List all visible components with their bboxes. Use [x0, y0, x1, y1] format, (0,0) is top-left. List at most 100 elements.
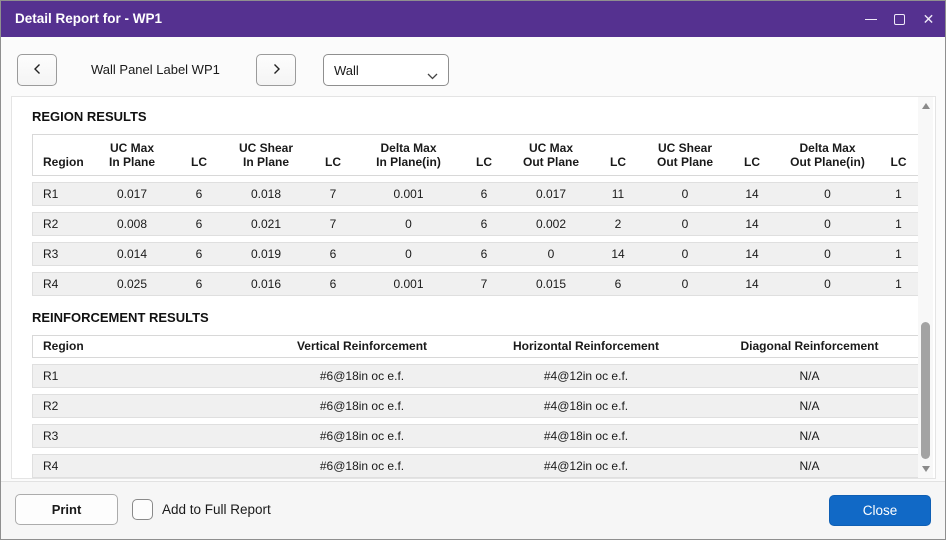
cell: 7: [457, 272, 511, 296]
cell: 0.019: [226, 242, 306, 266]
print-button[interactable]: Print: [15, 494, 118, 525]
table-row: R4 0.025 6 0.016 6 0.001 7 0.015 6 0 14 …: [32, 272, 922, 296]
close-window-button[interactable]: ✕: [914, 1, 943, 37]
cell: 14: [591, 242, 645, 266]
report-type-dropdown[interactable]: Wall: [323, 54, 449, 86]
cell: #4@12in oc e.f.: [474, 454, 698, 478]
cell: 6: [457, 182, 511, 206]
cell: R3: [32, 242, 92, 266]
cell: 0: [360, 212, 457, 236]
panel-label: Wall Panel Label WP1: [91, 62, 220, 77]
cell: 7: [306, 212, 360, 236]
cell: 6: [172, 242, 226, 266]
cell: N/A: [698, 364, 922, 388]
column-header: LC: [306, 134, 360, 176]
cell: 6: [172, 182, 226, 206]
table-row: R3 0.014 6 0.019 6 0 6 0 14 0 14 0 1: [32, 242, 922, 266]
cell: 6: [172, 212, 226, 236]
minimize-icon: [864, 18, 877, 20]
cell: N/A: [698, 424, 922, 448]
add-to-full-report-checkbox[interactable]: [132, 499, 153, 520]
cell: 0.017: [511, 182, 591, 206]
column-header: LC: [725, 134, 779, 176]
cell: 0: [645, 272, 725, 296]
chevron-down-icon: [427, 68, 438, 83]
add-to-full-report-label: Add to Full Report: [162, 502, 271, 517]
cell: N/A: [698, 394, 922, 418]
cell: 0: [779, 272, 876, 296]
scrollbar-down-arrow-icon[interactable]: [922, 466, 930, 472]
previous-panel-button[interactable]: [17, 54, 57, 86]
cell: 0.016: [226, 272, 306, 296]
cell: 1: [876, 272, 922, 296]
scrollbar-up-arrow-icon[interactable]: [922, 103, 930, 109]
window-controls: ✕: [856, 1, 943, 37]
cell: 6: [457, 242, 511, 266]
cell: 14: [725, 242, 779, 266]
cell: 14: [725, 272, 779, 296]
region-results-heading: REGION RESULTS: [32, 109, 147, 124]
column-header: UC Shear In Plane: [226, 134, 306, 176]
column-header: LC: [591, 134, 645, 176]
column-header: LC: [172, 134, 226, 176]
cell: 14: [725, 212, 779, 236]
next-panel-button[interactable]: [256, 54, 296, 86]
cell: 0: [645, 242, 725, 266]
chevron-right-icon: [272, 63, 281, 78]
cell: R3: [32, 424, 250, 448]
scrollbar-thumb[interactable]: [921, 322, 930, 459]
cell: R1: [32, 182, 92, 206]
close-icon: ✕: [922, 11, 935, 27]
toolbar: Wall Panel Label WP1 Wall: [1, 37, 945, 96]
table-row: R4 #6@18in oc e.f. #4@12in oc e.f. N/A: [32, 454, 922, 478]
cell: 0: [360, 242, 457, 266]
reinforcement-header-row: Region Vertical Reinforcement Horizontal…: [32, 335, 922, 358]
column-header: LC: [876, 134, 922, 176]
minimize-button[interactable]: [856, 1, 885, 37]
cell: 6: [306, 242, 360, 266]
cell: #6@18in oc e.f.: [250, 364, 474, 388]
column-header: UC Max Out Plane: [511, 134, 591, 176]
cell: #6@18in oc e.f.: [250, 394, 474, 418]
cell: R1: [32, 364, 250, 388]
table-row: R1 0.017 6 0.018 7 0.001 6 0.017 11 0 14…: [32, 182, 922, 206]
reinforcement-results-table: Region Vertical Reinforcement Horizontal…: [32, 329, 922, 478]
cell: 11: [591, 182, 645, 206]
report-scroll-area: REGION RESULTS Region UC Max In Plane LC…: [11, 96, 936, 479]
cell: 0.001: [360, 182, 457, 206]
cell: 1: [876, 212, 922, 236]
cell: 0: [779, 212, 876, 236]
cell: 0.014: [92, 242, 172, 266]
column-header: Region: [32, 335, 250, 358]
cell: #4@18in oc e.f.: [474, 424, 698, 448]
maximize-icon: [894, 13, 905, 25]
close-dialog-button[interactable]: Close: [829, 495, 931, 526]
column-header: LC: [457, 134, 511, 176]
maximize-button[interactable]: [885, 1, 914, 37]
column-header: Vertical Reinforcement: [250, 335, 474, 358]
cell: 0: [645, 182, 725, 206]
cell: 6: [172, 272, 226, 296]
column-header: Delta Max In Plane(in): [360, 134, 457, 176]
cell: 0: [511, 242, 591, 266]
table-row: R3 #6@18in oc e.f. #4@18in oc e.f. N/A: [32, 424, 922, 448]
titlebar[interactable]: Detail Report for - WP1 ✕: [1, 1, 945, 37]
column-header: Diagonal Reinforcement: [698, 335, 922, 358]
vertical-scrollbar[interactable]: [918, 97, 933, 478]
cell: 0.017: [92, 182, 172, 206]
cell: 0.021: [226, 212, 306, 236]
cell: 0.008: [92, 212, 172, 236]
cell: 0.025: [92, 272, 172, 296]
table-row: R2 0.008 6 0.021 7 0 6 0.002 2 0 14 0 1: [32, 212, 922, 236]
cell: 6: [457, 212, 511, 236]
cell: 0.015: [511, 272, 591, 296]
cell: R2: [32, 394, 250, 418]
column-header: UC Shear Out Plane: [645, 134, 725, 176]
cell: 6: [306, 272, 360, 296]
table-row: R2 #6@18in oc e.f. #4@18in oc e.f. N/A: [32, 394, 922, 418]
window-title: Detail Report for - WP1: [15, 11, 163, 26]
cell: #4@12in oc e.f.: [474, 364, 698, 388]
cell: 2: [591, 212, 645, 236]
cell: 0.002: [511, 212, 591, 236]
